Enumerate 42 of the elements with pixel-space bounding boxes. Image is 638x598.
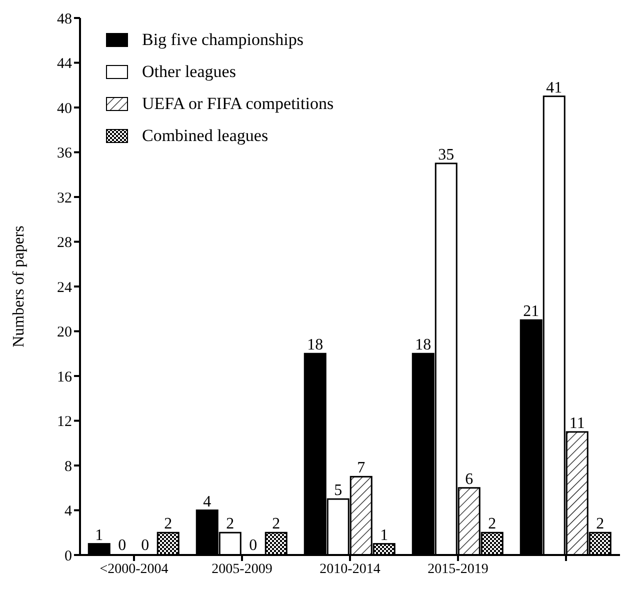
- y-tick-label: 32: [57, 190, 72, 206]
- data-label: 2: [488, 516, 496, 533]
- y-tick-label: 12: [57, 414, 72, 430]
- data-label: 2: [226, 516, 234, 533]
- y-tick-label: 28: [57, 235, 72, 252]
- data-label: 1: [95, 526, 104, 544]
- y-tick-label: 8: [64, 458, 72, 475]
- data-label: 1: [380, 526, 388, 544]
- data-label: 6: [465, 470, 474, 488]
- y-tick-label: 40: [57, 100, 72, 117]
- y-axis-title: Numbers of papers: [10, 226, 28, 348]
- legend-label: Combined leagues: [142, 126, 268, 146]
- data-label: 0: [249, 537, 258, 554]
- x-tick-label: 2015-2019: [428, 562, 488, 577]
- x-tick-label: 2005-2009: [212, 562, 272, 577]
- data-label: 21: [523, 303, 540, 320]
- y-tick-label: 36: [57, 146, 72, 162]
- x-tick-label: <2000-2004: [100, 562, 168, 577]
- data-label: 5: [334, 482, 342, 500]
- legend-label: UEFA or FIFA competitions: [142, 94, 334, 114]
- legend-label: Other leagues: [142, 62, 236, 82]
- data-label: 0: [141, 537, 150, 554]
- data-label: 4: [203, 493, 212, 510]
- data-label: 41: [546, 79, 562, 96]
- legend-label: Big five championships: [142, 30, 304, 50]
- data-label: 35: [438, 146, 454, 164]
- y-tick-label: 48: [57, 11, 72, 28]
- x-tick-label: 2010-2014: [320, 562, 380, 577]
- y-tick-label: 44: [57, 56, 72, 72]
- y-tick-label: 16: [57, 369, 72, 386]
- y-tick-label: 4: [64, 504, 72, 520]
- data-label: 0: [118, 537, 126, 554]
- data-label: 2: [272, 516, 280, 533]
- y-tick-label: 0: [64, 548, 72, 564]
- data-label: 2: [596, 516, 604, 533]
- data-label: 18: [415, 336, 432, 354]
- y-tick-label: 20: [57, 324, 72, 341]
- data-label: 18: [307, 336, 324, 354]
- y-tick-label: 24: [57, 280, 72, 296]
- data-label: 7: [357, 460, 366, 477]
- data-label: 2: [164, 516, 172, 533]
- data-label: 11: [569, 414, 585, 432]
